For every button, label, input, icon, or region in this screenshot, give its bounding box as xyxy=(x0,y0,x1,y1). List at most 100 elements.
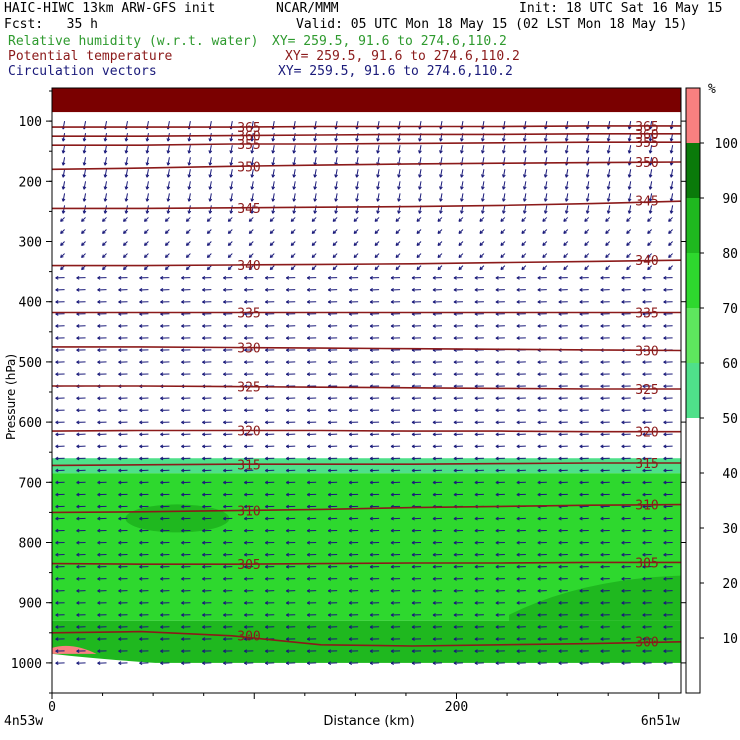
vector-arrow xyxy=(481,169,485,178)
vector-head xyxy=(537,492,541,497)
vector-head xyxy=(223,504,227,509)
vector-head xyxy=(495,613,499,617)
vector-head xyxy=(244,552,248,557)
vector-head xyxy=(202,275,206,280)
vector-head xyxy=(537,360,541,365)
vector-arrow xyxy=(272,157,275,166)
vector-head xyxy=(248,242,253,246)
forecast-hour: Fcst: 35 h xyxy=(4,17,98,32)
vector-head xyxy=(202,336,206,340)
vector-head xyxy=(311,266,316,271)
vector-arrow xyxy=(230,205,233,214)
colorbar-swatch xyxy=(686,363,700,418)
vector-head xyxy=(250,162,255,166)
vector-head xyxy=(185,266,190,271)
isentrope-line xyxy=(52,346,682,352)
vector-head xyxy=(223,613,227,617)
vector-head xyxy=(521,218,525,222)
vector-head xyxy=(181,528,185,533)
vector-head xyxy=(460,150,464,154)
vector-head xyxy=(558,396,562,401)
vector-head xyxy=(348,372,353,377)
vector-head xyxy=(516,336,520,340)
vector-head xyxy=(82,210,87,214)
vector-head xyxy=(353,266,358,271)
vector-head xyxy=(495,300,499,304)
vector-head xyxy=(390,432,394,437)
vector-head xyxy=(181,540,185,545)
vector-head xyxy=(271,174,276,178)
vector-head xyxy=(564,138,569,142)
vector-head xyxy=(621,601,625,605)
isentrope-line xyxy=(51,161,682,171)
vector-head xyxy=(537,288,541,292)
vector-head xyxy=(202,372,206,377)
isentrope-label: 325 xyxy=(237,381,260,396)
vector-head xyxy=(439,138,443,142)
vector-head xyxy=(495,625,499,629)
vector-head xyxy=(118,360,122,365)
vector-head xyxy=(501,198,506,202)
colorbar-tick-label: 50 xyxy=(722,412,738,427)
vector-head xyxy=(202,637,206,641)
vector-head xyxy=(432,516,436,521)
vector-arrow xyxy=(188,133,191,142)
vector-arrow xyxy=(439,145,443,154)
y-tick-label: 500 xyxy=(19,356,42,371)
vector-head xyxy=(290,218,295,222)
vector-head xyxy=(76,540,80,545)
vector-head xyxy=(663,540,667,545)
vector-arrow xyxy=(104,193,108,202)
vector-head xyxy=(579,589,583,593)
vector-head xyxy=(208,186,213,190)
vector-head xyxy=(223,649,227,653)
vector-head xyxy=(500,218,504,222)
vector-head xyxy=(411,324,415,328)
vector-head xyxy=(76,528,80,533)
vector-arrow xyxy=(398,181,401,190)
vector-head xyxy=(76,564,80,569)
vector-head xyxy=(369,432,373,437)
vector-arrow xyxy=(544,169,548,178)
vector-head xyxy=(481,210,485,214)
vector-head xyxy=(579,288,583,292)
y-tick-label: 1000 xyxy=(11,657,42,672)
vector-head xyxy=(564,210,569,214)
vector-arrow xyxy=(398,145,401,154)
vector-head xyxy=(223,492,227,497)
vector-head xyxy=(60,218,64,222)
vector-head xyxy=(397,198,401,202)
vector-arrow xyxy=(481,145,485,154)
vector-head xyxy=(432,649,436,653)
vector-head xyxy=(453,564,457,569)
vector-head xyxy=(605,218,609,222)
vector-head xyxy=(76,492,80,497)
vector-head xyxy=(537,336,541,340)
vector-head xyxy=(60,254,64,259)
vector-head xyxy=(516,625,520,629)
vector-head xyxy=(97,348,101,352)
vector-head xyxy=(143,218,148,222)
vector-arrow xyxy=(62,145,66,154)
vector-head xyxy=(327,396,332,401)
vector-head xyxy=(55,625,59,629)
vector-head xyxy=(663,625,667,629)
vector-head xyxy=(621,432,625,437)
vector-head xyxy=(181,288,185,292)
vector-head xyxy=(311,242,316,246)
vector-head xyxy=(584,242,588,246)
vector-head xyxy=(537,540,541,545)
vector-head xyxy=(369,601,373,605)
vector-arrow xyxy=(565,205,569,214)
vector-head xyxy=(103,150,108,154)
vector-head xyxy=(244,444,248,449)
vector-head xyxy=(97,564,101,569)
vector-head xyxy=(416,254,421,259)
vector-head xyxy=(501,150,506,154)
vector-head xyxy=(244,348,248,352)
vector-head xyxy=(55,420,59,425)
init-time: Init: 18 UTC Sat 16 May 15 xyxy=(519,1,723,16)
vector-head xyxy=(621,360,625,365)
vector-head xyxy=(181,300,185,304)
vector-head xyxy=(369,637,373,641)
